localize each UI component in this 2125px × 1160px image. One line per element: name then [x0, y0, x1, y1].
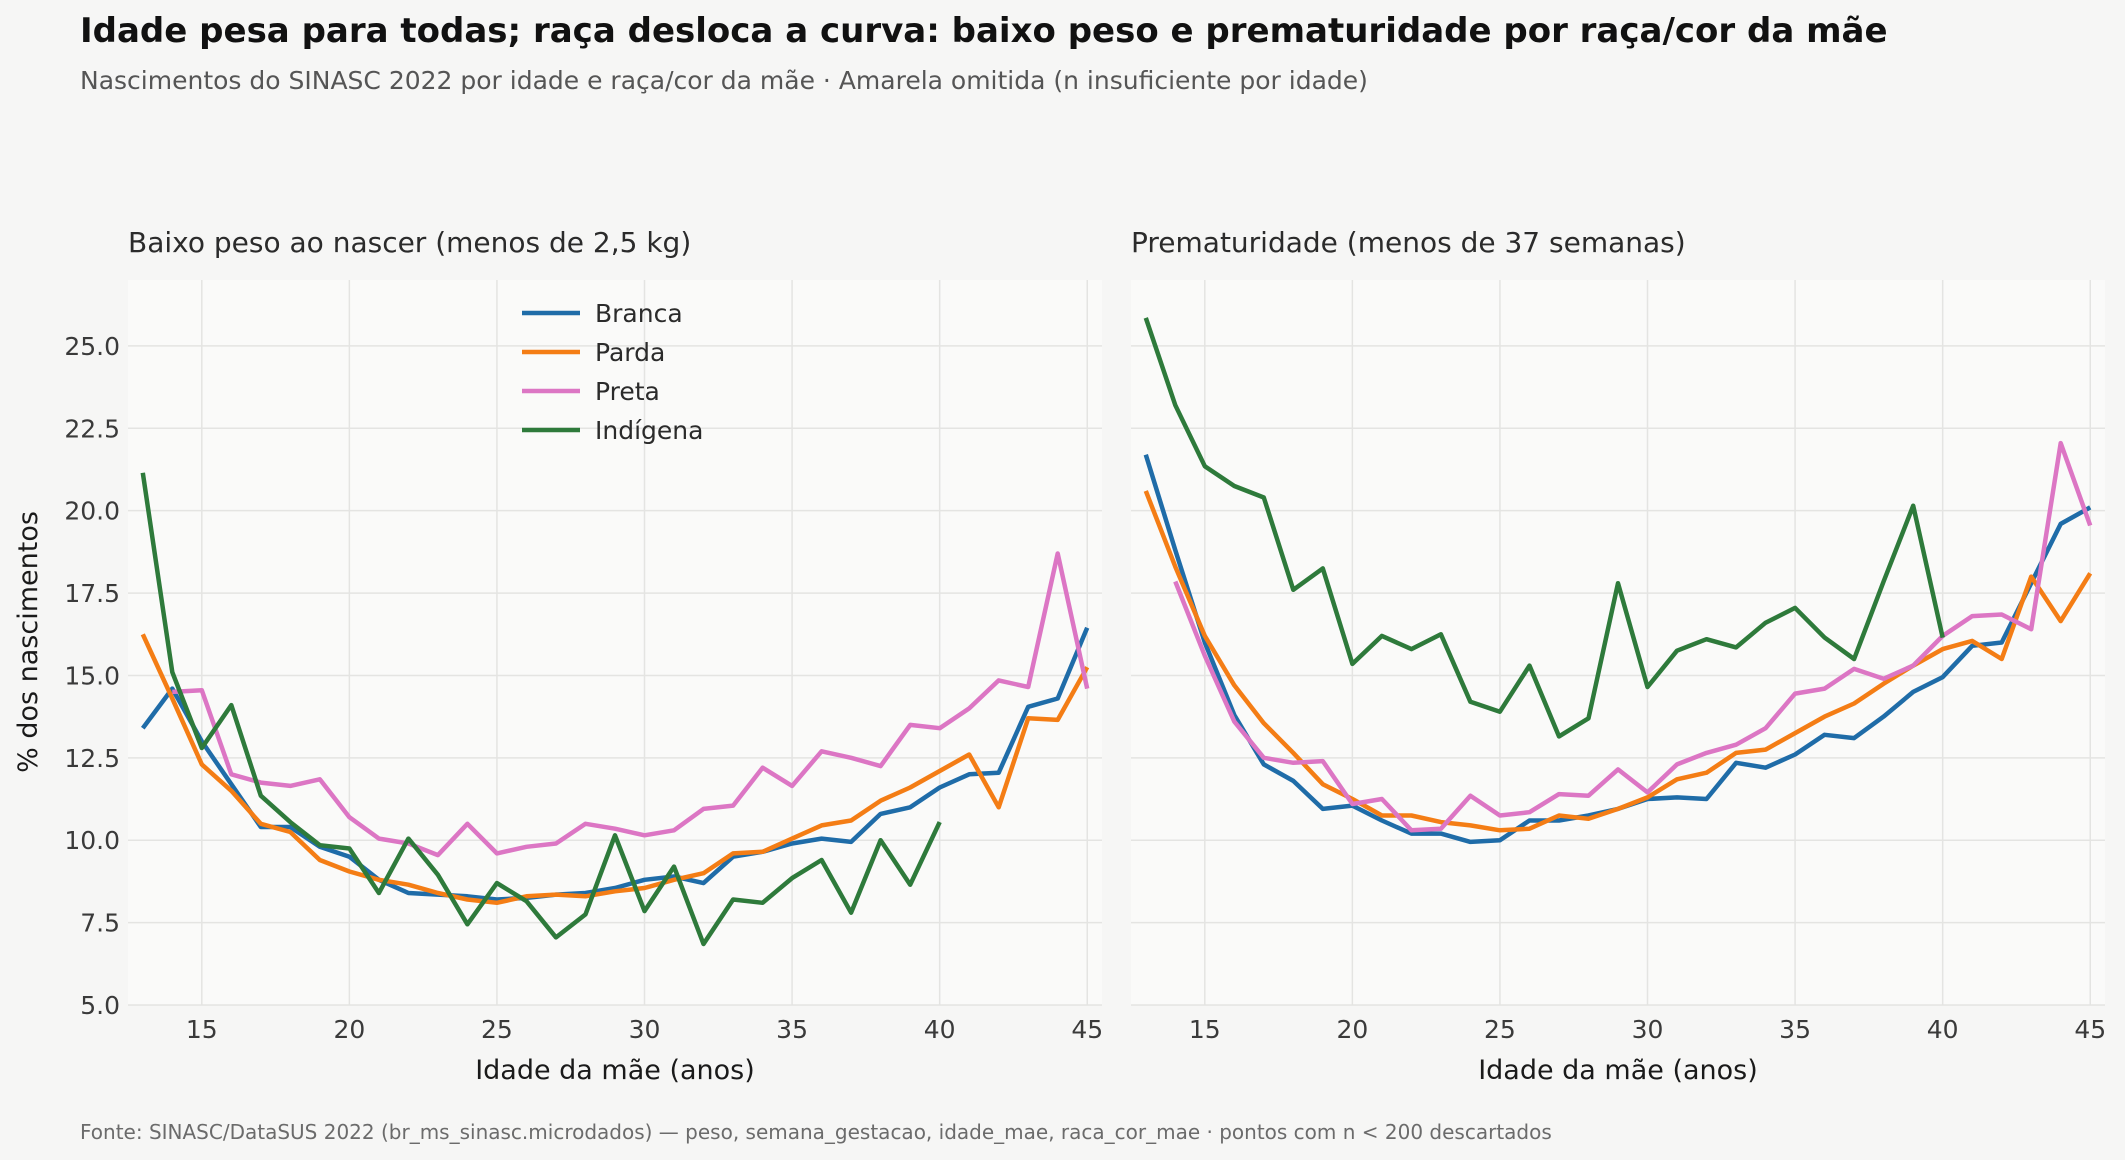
- x-tick-label: 25: [481, 1015, 513, 1044]
- x-tick-label: 15: [186, 1015, 218, 1044]
- legend-label-preta: Preta: [595, 377, 660, 406]
- x-tick-label: 20: [333, 1015, 365, 1044]
- series-line-indigena: [1143, 317, 1945, 739]
- legend: Branca Parda Preta Indígena: [522, 299, 703, 445]
- legend-label-indigena: Indígena: [595, 416, 703, 445]
- figure-subtitle: Nascimentos do SINASC 2022 por idade e r…: [80, 66, 1368, 95]
- x-tick-label: 40: [924, 1015, 956, 1044]
- legend-item-branca: Branca: [522, 299, 683, 328]
- y-tick-label: 15.0: [64, 661, 120, 690]
- series-lines-low-birth-weight: [140, 472, 1090, 947]
- legend-item-indigena: Indígena: [522, 416, 703, 445]
- legend-item-parda: Parda: [522, 338, 665, 367]
- panel-low-birth-weight: Baixo peso ao nascer (menos de 2,5 kg) 5…: [13, 226, 1103, 1086]
- series-line-preta: [172, 551, 1090, 858]
- panel-title-prematurity: Prematuridade (menos de 37 semanas): [1131, 226, 1686, 259]
- x-axis-label-low-birth-weight: Idade da mãe (anos): [475, 1055, 755, 1086]
- x-tick-label: 40: [1927, 1015, 1959, 1044]
- series-line-indigena: [140, 472, 942, 947]
- series-lines-prematurity: [1143, 317, 2093, 845]
- series-line-branca: [140, 626, 1090, 902]
- y-axis-label: % dos nascimentos: [13, 511, 44, 773]
- series-line-parda: [140, 633, 1090, 906]
- x-tick-label: 30: [1632, 1015, 1664, 1044]
- x-tick-labels-prematurity: 15 20 25 30 35 40 45: [1189, 1015, 2106, 1044]
- y-tick-label: 25.0: [64, 332, 120, 361]
- y-tick-label: 5.0: [80, 991, 120, 1020]
- y-tick-label: 7.5: [80, 909, 120, 938]
- y-tick-label: 22.5: [64, 414, 120, 443]
- x-tick-labels-low-birth-weight: 15 20 25 30 35 40 45: [186, 1015, 1103, 1044]
- legend-item-preta: Preta: [522, 377, 660, 406]
- y-tick-labels-low-birth-weight: 5.0 7.5 10.0 12.5 15.0 17.5 20.0 22.5 25.0: [64, 332, 120, 1020]
- panel-title-low-birth-weight: Baixo peso ao nascer (menos de 2,5 kg): [128, 226, 691, 259]
- series-line-preta: [1173, 440, 2093, 833]
- x-tick-label: 20: [1336, 1015, 1368, 1044]
- legend-label-parda: Parda: [595, 338, 665, 367]
- x-gridlines-prematurity: [1204, 280, 2091, 1005]
- x-tick-label: 45: [1071, 1015, 1103, 1044]
- y-tick-label: 20.0: [64, 497, 120, 526]
- x-tick-label: 15: [1189, 1015, 1221, 1044]
- x-tick-label: 35: [1779, 1015, 1811, 1044]
- x-tick-label: 45: [2074, 1015, 2106, 1044]
- y-tick-label: 10.0: [64, 826, 120, 855]
- x-tick-label: 35: [776, 1015, 808, 1044]
- y-tick-label: 17.5: [64, 579, 120, 608]
- legend-label-branca: Branca: [595, 299, 683, 328]
- source-note: Fonte: SINASC/DataSUS 2022 (br_ms_sinasc…: [80, 1120, 1552, 1144]
- x-tick-label: 25: [1484, 1015, 1516, 1044]
- y-tick-label: 12.5: [64, 744, 120, 773]
- x-axis-label-prematurity: Idade da mãe (anos): [1478, 1055, 1758, 1086]
- x-tick-label: 30: [629, 1015, 661, 1044]
- figure-title: Idade pesa para todas; raça desloca a cu…: [80, 11, 1888, 51]
- panel-prematurity: Prematuridade (menos de 37 semanas) 15 20…: [1131, 226, 2106, 1086]
